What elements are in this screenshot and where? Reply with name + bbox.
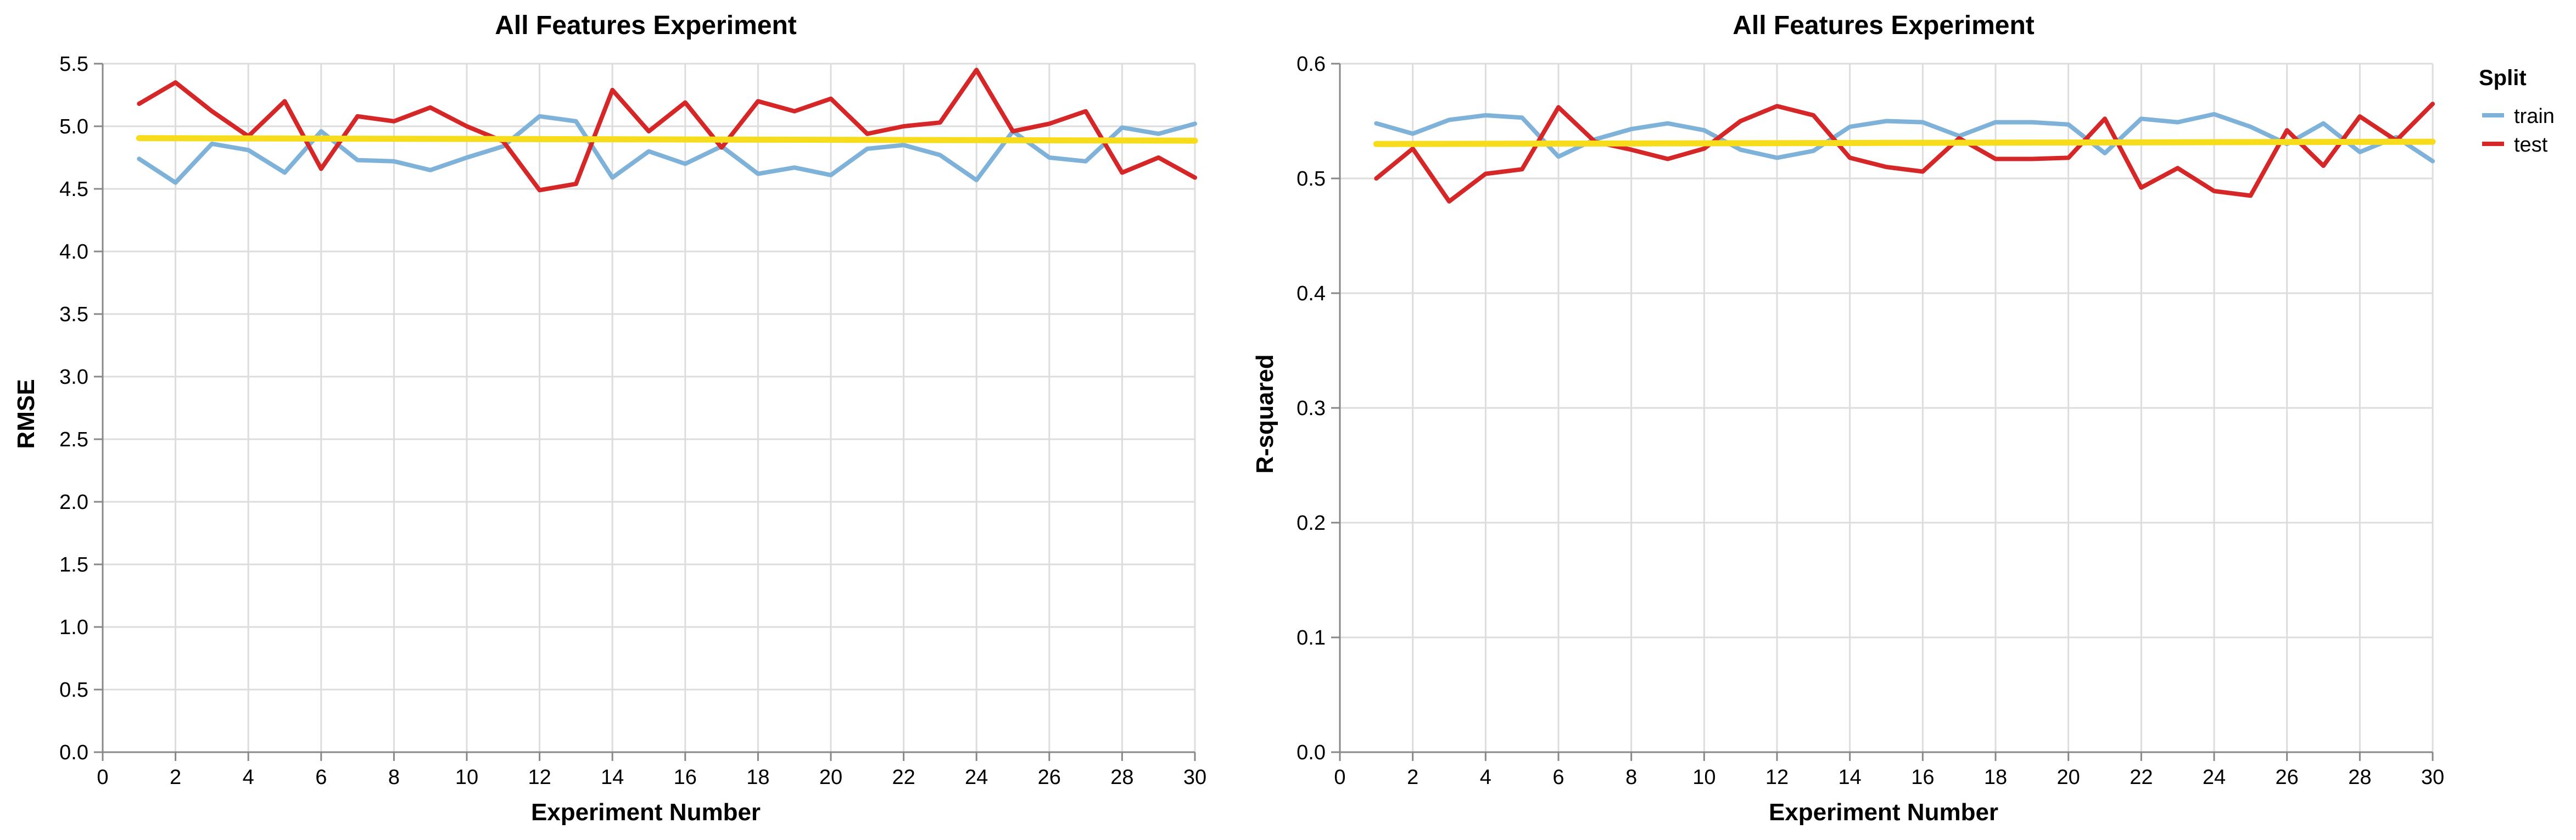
y-axis-label-rsquared: R-squared [1251, 354, 1278, 474]
legend-label-test: test [2514, 133, 2548, 156]
x-axis-label-rsquared: Experiment Number [1769, 799, 1998, 826]
x-tick-label: 6 [1552, 766, 1564, 789]
y-tick-label: 2.0 [59, 491, 88, 514]
x-tick-label: 28 [1110, 766, 1133, 789]
y-tick-label: 0.4 [1297, 282, 1326, 305]
y-tick-label: 0.5 [59, 679, 88, 702]
x-tick-label: 28 [2348, 766, 2371, 789]
y-tick-label: 0.1 [1297, 626, 1326, 649]
trend-line [1373, 138, 2436, 147]
x-tick-label: 2 [1407, 766, 1418, 789]
x-axis-label-rmse: Experiment Number [531, 799, 761, 826]
x-tick-label: 6 [315, 766, 327, 789]
y-tick-label: 1.5 [59, 553, 88, 576]
series-line-test [137, 68, 1197, 193]
y-tick-label: 5.0 [59, 115, 88, 138]
x-tick-label: 4 [243, 766, 254, 789]
x-tick-label: 14 [601, 766, 624, 789]
x-tick-label: 10 [1692, 766, 1716, 789]
legend-title: Split [2479, 66, 2527, 90]
x-tick-label: 18 [746, 766, 769, 789]
x-tick-label: 22 [2130, 766, 2153, 789]
x-tick-label: 10 [455, 766, 478, 789]
y-tick-label: 3.5 [59, 303, 88, 326]
y-axis-label-rmse: RMSE [13, 379, 40, 449]
legend: Split train test [2479, 66, 2555, 156]
y-tick-label: 0.0 [59, 741, 88, 764]
plot-area-rmse: 0 2 4 6 8 10 12 14 16 18 20 22 24 26 28 300.00.51.01.52… [59, 53, 1206, 789]
x-tick-label: 24 [965, 766, 988, 789]
y-tick-label: 0.5 [1297, 167, 1326, 191]
y-tick-label: 0.6 [1297, 53, 1326, 76]
legend-item-test: test [2482, 133, 2548, 156]
chart-title-rsquared: All Features Experiment [1733, 11, 2035, 40]
x-tick-label: 8 [1625, 766, 1637, 789]
x-tick-label: 16 [674, 766, 697, 789]
x-tick-label: 16 [1911, 766, 1934, 789]
legend-item-train: train [2482, 105, 2555, 128]
y-tick-label: 4.5 [59, 178, 88, 201]
x-tick-label: 12 [1765, 766, 1789, 789]
y-tick-label: 0.2 [1297, 512, 1326, 535]
y-tick-label: 2.5 [59, 428, 88, 451]
plot-area-rsquared: 0 2 4 6 8 10 12 14 16 18 20 22 24 26 28 300.00.10.20.30… [1297, 53, 2444, 789]
x-tick-label: 30 [2421, 766, 2444, 789]
y-tick-label: 0.3 [1297, 397, 1326, 420]
x-tick-label: 14 [1839, 766, 1862, 789]
y-tick-label: 0.0 [1297, 741, 1326, 764]
x-tick-label: 26 [1038, 766, 1061, 789]
x-tick-label: 0 [1334, 766, 1345, 789]
y-tick-label: 3.0 [59, 366, 88, 389]
y-tick-label: 5.5 [59, 53, 88, 76]
x-tick-label: 4 [1480, 766, 1491, 789]
y-tick-label: 1.0 [59, 616, 88, 639]
x-tick-label: 22 [892, 766, 915, 789]
series-line-test [1374, 102, 2435, 204]
series-line-train [1374, 112, 2435, 164]
y-tick-label: 4.0 [59, 240, 88, 264]
x-tick-label: 2 [170, 766, 181, 789]
x-tick-label: 0 [97, 766, 108, 789]
x-tick-label: 18 [1984, 766, 2007, 789]
x-tick-label: 20 [819, 766, 842, 789]
x-tick-label: 8 [388, 766, 400, 789]
trend-line [136, 135, 1198, 144]
x-tick-label: 26 [2276, 766, 2299, 789]
chart-title-rmse: All Features Experiment [495, 11, 797, 40]
x-tick-label: 30 [1183, 766, 1206, 789]
x-tick-label: 24 [2203, 766, 2226, 789]
x-tick-label: 20 [2057, 766, 2080, 789]
legend-label-train: train [2514, 105, 2555, 128]
x-tick-label: 12 [528, 766, 551, 789]
